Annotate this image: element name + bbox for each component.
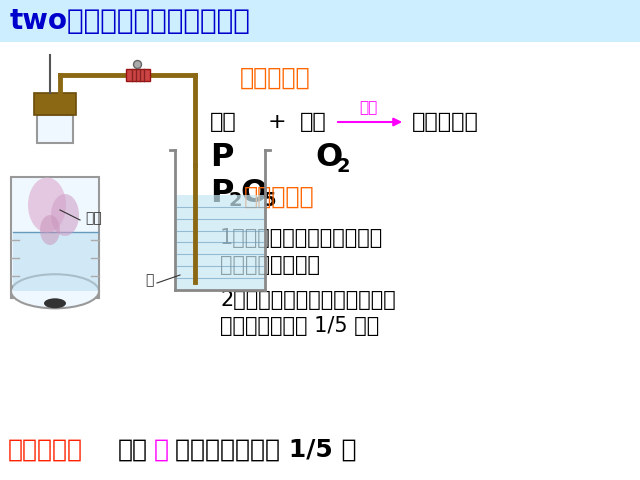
Text: 实验原理：: 实验原理： xyxy=(240,66,310,90)
Text: 红磷: 红磷 xyxy=(85,211,102,225)
Text: P: P xyxy=(210,178,234,208)
Ellipse shape xyxy=(11,274,99,308)
Bar xyxy=(176,195,264,289)
Bar xyxy=(34,93,76,115)
Ellipse shape xyxy=(40,215,60,245)
Bar xyxy=(125,69,150,81)
Ellipse shape xyxy=(134,60,141,69)
Bar xyxy=(0,0,640,42)
Bar xyxy=(13,232,97,291)
Text: two、测定空气里氧气的含量: two、测定空气里氧气的含量 xyxy=(10,7,251,35)
Ellipse shape xyxy=(44,298,66,308)
Text: ，产生大量白烟；: ，产生大量白烟； xyxy=(220,255,320,275)
Text: 水: 水 xyxy=(145,273,154,287)
Ellipse shape xyxy=(28,178,66,232)
Text: 点燃: 点燃 xyxy=(359,100,377,116)
Text: 约: 约 xyxy=(154,438,169,462)
Ellipse shape xyxy=(51,194,79,236)
Text: +: + xyxy=(268,112,287,132)
Text: 红磷: 红磷 xyxy=(210,112,237,132)
Text: 氧气: 氧气 xyxy=(118,438,148,462)
Text: P: P xyxy=(210,143,234,173)
Text: 占空气总体积的 1/5 。: 占空气总体积的 1/5 。 xyxy=(175,438,356,462)
Text: 五氧化二磷: 五氧化二磷 xyxy=(412,112,479,132)
Text: 1、红磷燃烧，发出黄色火焰: 1、红磷燃烧，发出黄色火焰 xyxy=(220,228,383,248)
Text: 实验现象：: 实验现象： xyxy=(244,185,315,209)
Text: O: O xyxy=(315,143,342,173)
Text: O: O xyxy=(240,178,268,208)
Text: 5: 5 xyxy=(262,192,276,211)
Text: 2: 2 xyxy=(228,192,242,211)
Text: 实验结论：: 实验结论： xyxy=(8,438,83,462)
Text: 氧气: 氧气 xyxy=(300,112,327,132)
Text: 2、等到燃烧停止，冷却后，瓶: 2、等到燃烧停止，冷却后，瓶 xyxy=(220,290,396,310)
Text: 2: 2 xyxy=(337,156,351,176)
Bar xyxy=(11,177,99,298)
Bar xyxy=(37,115,73,143)
Text: 内水面上升了约 1/5 体积: 内水面上升了约 1/5 体积 xyxy=(220,316,380,336)
